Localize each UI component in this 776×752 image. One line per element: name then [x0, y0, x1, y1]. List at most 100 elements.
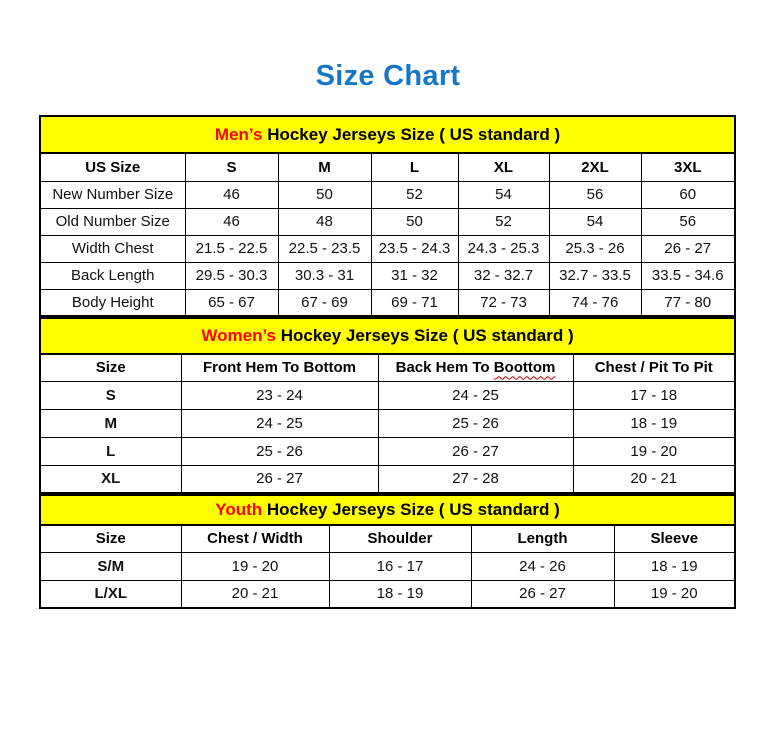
- column-header: Sleeve: [613, 524, 736, 553]
- size-value: 77 - 80: [640, 288, 736, 317]
- column-header-text: Back Hem To: [395, 359, 494, 377]
- size-value: 67 - 69: [277, 288, 372, 317]
- size-value: 54: [457, 180, 550, 209]
- size-value: 46: [184, 180, 279, 209]
- size-value: 23 - 24: [180, 380, 379, 410]
- column-header: Chest / Width: [180, 524, 330, 553]
- size-value: 74 - 76: [548, 288, 642, 317]
- size-value: 22.5 - 23.5: [277, 234, 372, 263]
- section-banner-men: Men’s Hockey Jerseys Size ( US standard …: [39, 115, 736, 154]
- banner-text: Hockey Jerseys Size ( US standard ): [262, 500, 560, 519]
- size-value: 24.3 - 25.3: [457, 234, 550, 263]
- row-label: Back Length: [39, 261, 186, 290]
- banner-highlight: Women’s: [201, 326, 276, 345]
- size-value: 52: [457, 207, 550, 236]
- column-header: Chest / Pit To Pit: [572, 353, 736, 382]
- column-header: Shoulder: [328, 524, 472, 553]
- page-title: Size Chart: [315, 60, 461, 92]
- column-header: M: [277, 152, 372, 182]
- size-value: 24 - 26: [470, 551, 615, 581]
- misspelled-word: Boottom: [493, 359, 556, 377]
- size-value: 46: [184, 207, 279, 236]
- table-row: Width Chest 21.5 - 22.5 22.5 - 23.5 23.5…: [39, 234, 736, 263]
- table-row: Back Length 29.5 - 30.3 30.3 - 31 31 - 3…: [39, 261, 736, 290]
- table-row: S/M 19 - 20 16 - 17 24 - 26 18 - 19: [39, 551, 736, 581]
- size-value: 26 - 27: [377, 436, 574, 466]
- size-value: 18 - 19: [613, 551, 736, 581]
- row-label: M: [39, 408, 182, 438]
- size-value: 25 - 26: [180, 436, 379, 466]
- table-row: M 24 - 25 25 - 26 18 - 19: [39, 408, 736, 438]
- size-value: 25.3 - 26: [548, 234, 642, 263]
- size-value: 17 - 18: [572, 380, 736, 410]
- column-header: Front Hem To Bottom: [180, 353, 379, 382]
- size-value: 21.5 - 22.5: [184, 234, 279, 263]
- size-value: 23.5 - 24.3: [370, 234, 459, 263]
- table-row: L/XL 20 - 21 18 - 19 26 - 27 19 - 20: [39, 579, 736, 609]
- section-banner-women: Women’s Hockey Jerseys Size ( US standar…: [39, 317, 736, 355]
- table-row: Women’s Hockey Jerseys Size ( US standar…: [39, 317, 736, 355]
- size-value: 24 - 25: [377, 380, 574, 410]
- size-value: 29.5 - 30.3: [184, 261, 279, 290]
- table-row: Men’s Hockey Jerseys Size ( US standard …: [39, 115, 736, 154]
- size-value: 32.7 - 33.5: [548, 261, 642, 290]
- size-value: 25 - 26: [377, 408, 574, 438]
- size-value: 24 - 25: [180, 408, 379, 438]
- column-header: Back Hem To Boottom: [377, 353, 574, 382]
- size-value: 20 - 21: [572, 464, 736, 494]
- table-row: Youth Hockey Jerseys Size ( US standard …: [39, 494, 736, 526]
- size-value: 56: [640, 207, 736, 236]
- size-value: 30.3 - 31: [277, 261, 372, 290]
- row-label: Old Number Size: [39, 207, 186, 236]
- row-label: S/M: [39, 551, 182, 581]
- column-header: US Size: [39, 152, 186, 182]
- size-value: 54: [548, 207, 642, 236]
- row-label: S: [39, 380, 182, 410]
- table-men: Men’s Hockey Jerseys Size ( US standard …: [39, 115, 737, 317]
- table-row: XL 26 - 27 27 - 28 20 - 21: [39, 464, 736, 494]
- column-header: 2XL: [548, 152, 642, 182]
- size-value: 19 - 20: [613, 579, 736, 609]
- size-value: 69 - 71: [370, 288, 459, 317]
- size-value: 72 - 73: [457, 288, 550, 317]
- size-value: 32 - 32.7: [457, 261, 550, 290]
- size-value: 18 - 19: [328, 579, 472, 609]
- table-row: Size Front Hem To Bottom Back Hem To Boo…: [39, 353, 736, 382]
- size-value: 26 - 27: [180, 464, 379, 494]
- banner-highlight: Youth: [215, 500, 263, 519]
- row-label: Width Chest: [39, 234, 186, 263]
- row-label: L/XL: [39, 579, 182, 609]
- column-header: S: [184, 152, 279, 182]
- size-value: 60: [640, 180, 736, 209]
- table-row: Size Chest / Width Shoulder Length Sleev…: [39, 524, 736, 553]
- size-value: 18 - 19: [572, 408, 736, 438]
- column-header: 3XL: [640, 152, 736, 182]
- column-header: Size: [39, 353, 182, 382]
- size-value: 33.5 - 34.6: [640, 261, 736, 290]
- size-value: 19 - 20: [180, 551, 330, 581]
- section-banner-youth: Youth Hockey Jerseys Size ( US standard …: [39, 494, 736, 526]
- column-header: L: [370, 152, 459, 182]
- size-chart: Men’s Hockey Jerseys Size ( US standard …: [39, 115, 737, 609]
- size-value: 26 - 27: [640, 234, 736, 263]
- table-row: L 25 - 26 26 - 27 19 - 20: [39, 436, 736, 466]
- banner-highlight: Men’s: [214, 124, 263, 144]
- size-value: 50: [277, 180, 372, 209]
- size-value: 26 - 27: [470, 579, 615, 609]
- column-header: XL: [457, 152, 550, 182]
- row-label: New Number Size: [39, 180, 186, 209]
- table-youth: Youth Hockey Jerseys Size ( US standard …: [39, 494, 737, 609]
- table-women: Women’s Hockey Jerseys Size ( US standar…: [39, 317, 737, 494]
- column-header: Length: [470, 524, 615, 553]
- banner-text: Hockey Jerseys Size ( US standard ): [276, 326, 574, 345]
- row-label: L: [39, 436, 182, 466]
- table-row: S 23 - 24 24 - 25 17 - 18: [39, 380, 736, 410]
- row-label: XL: [39, 464, 182, 494]
- size-value: 16 - 17: [328, 551, 472, 581]
- banner-text: Hockey Jerseys Size ( US standard ): [262, 124, 561, 144]
- row-label: Body Height: [39, 288, 186, 317]
- size-value: 31 - 32: [370, 261, 459, 290]
- column-header: Size: [39, 524, 182, 553]
- size-value: 20 - 21: [180, 579, 330, 609]
- size-value: 56: [548, 180, 642, 209]
